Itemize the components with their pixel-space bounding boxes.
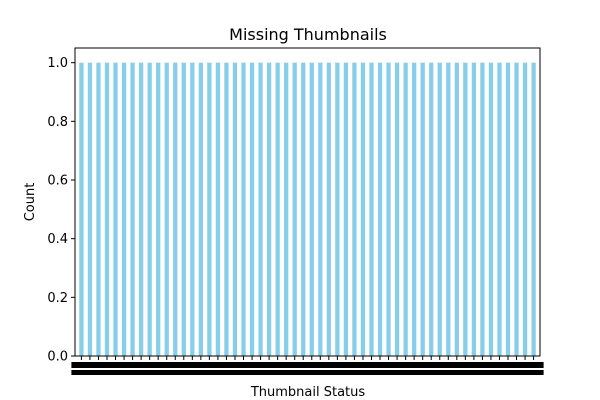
bar	[369, 62, 374, 357]
bar	[386, 62, 391, 357]
bar	[394, 62, 400, 357]
x-tick-labels-group	[71, 362, 544, 375]
bar	[488, 62, 494, 357]
bar	[531, 62, 536, 357]
bar	[173, 62, 178, 357]
x-tick-label	[523, 370, 544, 375]
bar	[138, 62, 144, 357]
bar	[343, 62, 349, 357]
bar	[292, 62, 297, 357]
bar	[96, 62, 101, 357]
bar	[121, 62, 127, 357]
bar	[352, 62, 357, 357]
bar	[224, 62, 229, 357]
bar	[241, 62, 246, 357]
bar	[79, 62, 84, 357]
y-ticks-group: 0.0 0.2 0.4 0.6 0.8 1.0	[47, 56, 75, 365]
y-tick-label: 0.0	[47, 350, 68, 365]
bar	[249, 62, 255, 357]
bar	[284, 62, 289, 357]
bar	[87, 62, 93, 357]
bar	[258, 62, 263, 357]
bar	[104, 62, 110, 357]
bar	[207, 62, 212, 357]
bar	[480, 62, 485, 357]
y-tick-label: 0.4	[47, 232, 68, 247]
bar	[301, 62, 306, 357]
bar	[266, 62, 272, 357]
bar	[275, 62, 280, 357]
bar	[429, 62, 434, 357]
bar	[190, 62, 195, 357]
bar	[377, 62, 383, 357]
bar	[181, 62, 186, 357]
bar	[514, 62, 519, 357]
y-axis-label: Count	[23, 183, 38, 222]
x-tick-label	[523, 362, 544, 368]
bar	[420, 62, 425, 357]
bar	[505, 62, 511, 357]
chart-title: Missing Thumbnails	[229, 25, 387, 44]
bar	[454, 62, 459, 357]
bar	[360, 62, 366, 357]
y-tick-label: 0.8	[47, 115, 68, 130]
y-tick-label: 0.2	[47, 291, 68, 306]
y-tick-label: 1.0	[47, 56, 68, 71]
x-axis-label: Thumbnail Status	[250, 385, 366, 400]
bar	[412, 62, 417, 357]
bar	[497, 62, 502, 357]
y-tick-label: 0.6	[47, 174, 68, 189]
bar	[326, 62, 331, 357]
bar	[147, 62, 152, 357]
bar	[156, 62, 161, 357]
plot-frame	[74, 47, 541, 357]
bar	[215, 62, 221, 357]
bar	[318, 62, 323, 357]
bar	[522, 62, 528, 357]
bar	[446, 62, 451, 357]
bar	[113, 62, 118, 357]
bar	[335, 62, 340, 357]
bar	[437, 62, 442, 357]
plot-area	[75, 48, 540, 356]
bars-group	[79, 62, 536, 357]
bar	[232, 62, 238, 357]
bar	[198, 62, 203, 357]
bar	[463, 62, 468, 357]
bar	[403, 62, 408, 357]
bar	[471, 62, 477, 357]
bar	[164, 62, 169, 357]
x-ticks-group	[80, 356, 535, 360]
bar	[130, 62, 135, 357]
bar	[309, 62, 314, 357]
